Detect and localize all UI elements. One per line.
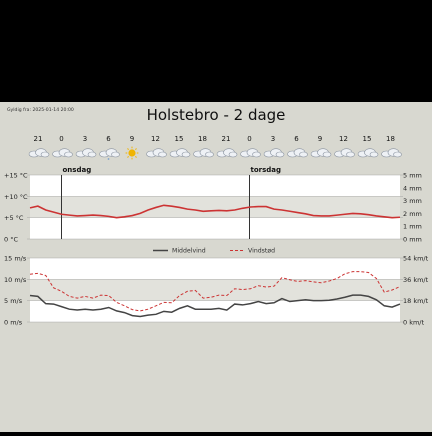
hour-label: 3: [271, 135, 275, 143]
right-tick-label: 36 km/t: [403, 276, 429, 284]
left-tick-label: 0 m/s: [4, 319, 23, 327]
right-tick-label: 4 mm: [403, 184, 422, 192]
cloud-icon: [146, 148, 167, 158]
right-tick-label: 0 km/t: [403, 319, 424, 327]
left-tick-label: 0 °C: [4, 236, 18, 244]
right-tick-label: 18 km/t: [403, 297, 429, 305]
cloud-icon: [28, 148, 50, 158]
cloud-icon: [334, 148, 355, 158]
page-title: Holstebro - 2 dage: [147, 106, 286, 124]
hour-label: 3: [83, 135, 87, 143]
right-tick-label: 1 mm: [403, 223, 422, 231]
right-tick-label: 54 km/t: [403, 255, 429, 263]
mean-wind-line: [29, 294, 401, 318]
cloud-icon: [240, 148, 261, 158]
left-tick-label: 15 m/s: [4, 255, 27, 263]
cloud-icon: [193, 148, 214, 158]
wind-bands: [30, 279, 400, 301]
temperature-axes: +15 °C +10 °C +5 °C 0 °C 5 mm 4 mm 3 mm 2 mm 1 m…: [4, 172, 422, 244]
right-tick-label: 0 mm: [403, 236, 422, 244]
cloud-icon: [52, 148, 73, 158]
hour-label: 15: [363, 135, 372, 143]
hour-label: 21: [222, 135, 231, 143]
cloud-icon: [381, 148, 402, 158]
hour-label: 12: [339, 135, 348, 143]
sun-icon: [125, 146, 139, 160]
temperature-bands: [30, 196, 400, 218]
hour-label: 9: [130, 135, 134, 143]
legend-gust-label: Vindstød: [248, 248, 275, 255]
wind-legend: Middelvind Vindstød: [153, 248, 275, 255]
cloud-snow-icon: [99, 148, 120, 160]
temperature-line: [29, 204, 401, 219]
hour-label: 6: [294, 135, 299, 143]
hour-label: 9: [318, 135, 322, 143]
left-tick-label: 10 m/s: [4, 276, 27, 284]
cloud-icon: [263, 148, 285, 158]
right-tick-label: 5 mm: [403, 172, 422, 180]
legend-mean-label: Middelvind: [172, 248, 206, 255]
hour-label: 21: [34, 135, 43, 143]
valid-from-text: Gyldig fra: 2025-01-14 20:00: [7, 107, 74, 113]
hour-label: 18: [386, 135, 395, 143]
hour-label: 0: [247, 135, 251, 143]
hour-label: 18: [198, 135, 207, 143]
right-tick-label: 3 mm: [403, 197, 422, 205]
hour-label: 0: [59, 135, 63, 143]
cloud-icon: [75, 148, 97, 158]
hour-label: 12: [151, 135, 160, 143]
day-label: onsdag: [63, 166, 92, 174]
cloud-icon: [357, 148, 379, 158]
weather-icons: [28, 146, 402, 160]
left-tick-label: +10 °C: [4, 193, 28, 201]
hour-labels: 21 0 3 6 9 12 15 18 21 0 3 6 9 12 15 18: [34, 135, 395, 143]
hour-label: 15: [175, 135, 184, 143]
cloud-icon: [216, 148, 238, 158]
left-tick-label: 5 m/s: [4, 297, 23, 305]
cloud-icon: [287, 148, 308, 158]
right-tick-label: 2 mm: [403, 210, 422, 218]
left-tick-label: +15 °C: [4, 172, 28, 180]
hour-label: 6: [106, 135, 111, 143]
cloud-icon: [310, 148, 332, 158]
cloud-icon: [169, 148, 191, 158]
gust-line: [29, 271, 401, 312]
day-label: torsdag: [251, 166, 282, 174]
wind-axes: 15 m/s 10 m/s 5 m/s 0 m/s 54 km/t 36 km/t 18 k…: [4, 255, 429, 327]
grid-band: [30, 196, 400, 218]
grid-band: [30, 279, 400, 301]
left-tick-label: +5 °C: [4, 214, 24, 222]
